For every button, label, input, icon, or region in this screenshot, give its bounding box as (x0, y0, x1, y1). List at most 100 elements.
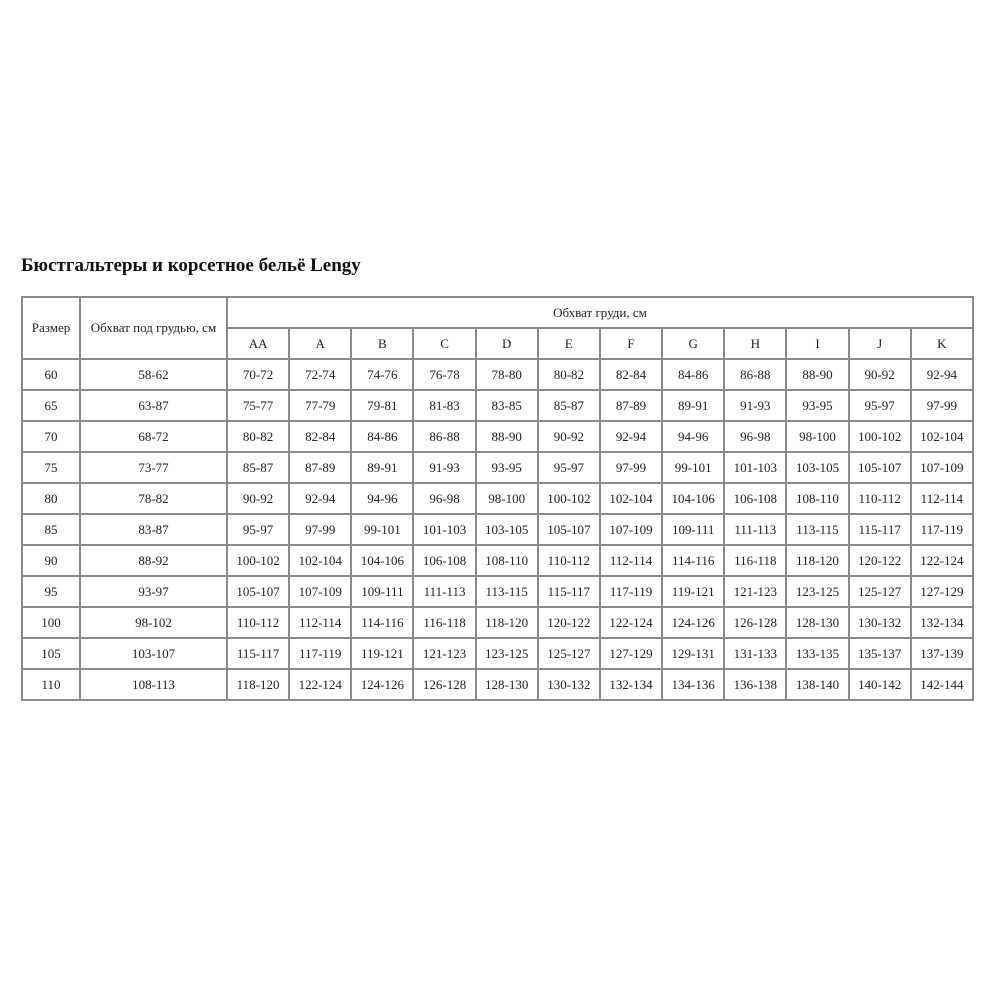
bust-cell: 100-102 (847, 420, 912, 453)
size-header: Размер (21, 296, 81, 360)
bust-cell: 74-76 (350, 358, 415, 391)
bust-cell: 106-108 (723, 482, 788, 515)
bust-cell: 96-98 (412, 482, 477, 515)
bust-cell: 88-90 (474, 420, 539, 453)
bust-cell: 102-104 (598, 482, 664, 515)
size-chart-table: Размер Обхват под грудью, см Обхват груд… (21, 296, 975, 701)
bust-cell: 130-132 (847, 606, 912, 639)
bust-cell: 127-129 (598, 637, 664, 670)
bust-cell: 117-119 (909, 513, 975, 546)
underbust-cell: 103-107 (79, 637, 228, 670)
bust-cell: 106-108 (412, 544, 477, 577)
bust-cell: 114-116 (661, 544, 726, 577)
bust-cell: 118-120 (785, 544, 850, 577)
bust-cell: 110-112 (225, 606, 291, 639)
bust-cell: 96-98 (723, 420, 788, 453)
bust-cell: 92-94 (909, 358, 975, 391)
bust-cell: 95-97 (536, 451, 601, 484)
cup-header: E (536, 327, 601, 360)
cup-header-row: AA A B C D E F G H I J K (22, 327, 975, 360)
bust-cell: 122-124 (598, 606, 664, 639)
bust-cell: 129-131 (661, 637, 726, 670)
bust-cell: 107-109 (288, 575, 353, 608)
bust-cell: 102-104 (288, 544, 353, 577)
bust-cell: 85-87 (536, 389, 601, 422)
size-cell: 65 (21, 389, 81, 422)
underbust-cell: 63-87 (79, 389, 228, 422)
size-cell: 70 (21, 420, 81, 453)
cup-header: AA (225, 327, 291, 360)
bust-cell: 90-92 (847, 358, 912, 391)
bust-cell: 115-117 (847, 513, 912, 546)
cup-header: A (288, 327, 353, 360)
table-row: 85 83-87 95-97 97-99 99-101 101-103 103-105 105… (21, 513, 975, 546)
bust-cell: 136-138 (723, 668, 788, 701)
bust-cell: 92-94 (598, 420, 664, 453)
cup-header: J (847, 327, 912, 360)
bust-cell: 116-118 (723, 544, 788, 577)
table-row: 110 108-113 118-120 122-124 124-126 126-128 12… (21, 668, 975, 701)
bust-cell: 84-86 (661, 358, 726, 391)
bust-cell: 104-106 (350, 544, 415, 577)
table-row: 75 73-77 85-87 87-89 89-91 91-93 93-95 95-97 97-… (21, 451, 975, 484)
bust-cell: 124-126 (350, 668, 415, 701)
underbust-cell: 93-97 (79, 575, 228, 608)
bust-cell: 128-130 (785, 606, 850, 639)
bust-cell: 84-86 (350, 420, 415, 453)
bust-cell: 126-128 (723, 606, 788, 639)
bust-cell: 115-117 (536, 575, 601, 608)
bust-cell: 119-121 (661, 575, 726, 608)
bust-cell: 118-120 (474, 606, 539, 639)
bust-cell: 112-114 (909, 482, 975, 515)
bust-cell: 103-105 (474, 513, 539, 546)
bust-cell: 111-113 (412, 575, 477, 608)
bust-cell: 94-96 (661, 420, 726, 453)
bust-cell: 123-125 (474, 637, 539, 670)
header-row: Размер Обхват под грудью, см Обхват груд… (21, 296, 974, 360)
bust-cell: 72-74 (288, 358, 353, 391)
bust-cell: 75-77 (225, 389, 291, 422)
table-row: 95 93-97 105-107 107-109 109-111 111-113 113-1… (21, 575, 975, 608)
size-cell: 85 (21, 513, 81, 546)
underbust-cell: 98-102 (79, 606, 228, 639)
bust-cell: 105-107 (847, 451, 912, 484)
bust-cell: 116-118 (412, 606, 477, 639)
underbust-cell: 58-62 (79, 358, 228, 391)
bust-cell: 121-123 (723, 575, 788, 608)
bust-cell: 82-84 (598, 358, 664, 391)
bust-cell: 126-128 (412, 668, 477, 701)
bust-cell: 86-88 (412, 420, 477, 453)
table-row: 100 98-102 110-112 112-114 114-116 116-118 118… (21, 606, 975, 639)
bust-cell: 117-119 (598, 575, 664, 608)
underbust-cell: 68-72 (79, 420, 228, 453)
bust-cell: 125-127 (847, 575, 912, 608)
cup-header: I (785, 327, 850, 360)
bust-cell: 99-101 (350, 513, 415, 546)
size-cell: 80 (21, 482, 81, 515)
bust-cell: 87-89 (598, 389, 664, 422)
bust-cell: 113-115 (474, 575, 539, 608)
bust-cell: 100-102 (536, 482, 601, 515)
bust-cell: 88-90 (785, 358, 850, 391)
bust-cell: 76-78 (412, 358, 477, 391)
bust-cell: 113-115 (785, 513, 850, 546)
bust-cell: 115-117 (225, 637, 291, 670)
bust-cell: 118-120 (225, 668, 291, 701)
bust-cell: 119-121 (350, 637, 415, 670)
bust-cell: 95-97 (225, 513, 291, 546)
bust-cell: 103-105 (785, 451, 850, 484)
bust-cell: 78-80 (474, 358, 539, 391)
bust-cell: 125-127 (536, 637, 601, 670)
bust-cell: 112-114 (598, 544, 664, 577)
table-row: 65 63-87 75-77 77-79 79-81 81-83 83-85 85-87 87-… (21, 389, 975, 422)
bust-cell: 97-99 (598, 451, 664, 484)
size-cell: 60 (21, 358, 81, 391)
bust-cell: 142-144 (909, 668, 975, 701)
bust-cell: 80-82 (536, 358, 601, 391)
bust-cell: 140-142 (847, 668, 912, 701)
table-row: 60 58-62 70-72 72-74 74-76 76-78 78-80 80-82 82-… (21, 358, 975, 391)
bust-cell: 123-125 (785, 575, 850, 608)
bust-cell: 107-109 (909, 451, 975, 484)
bust-cell: 99-101 (661, 451, 726, 484)
bust-cell: 111-113 (723, 513, 788, 546)
